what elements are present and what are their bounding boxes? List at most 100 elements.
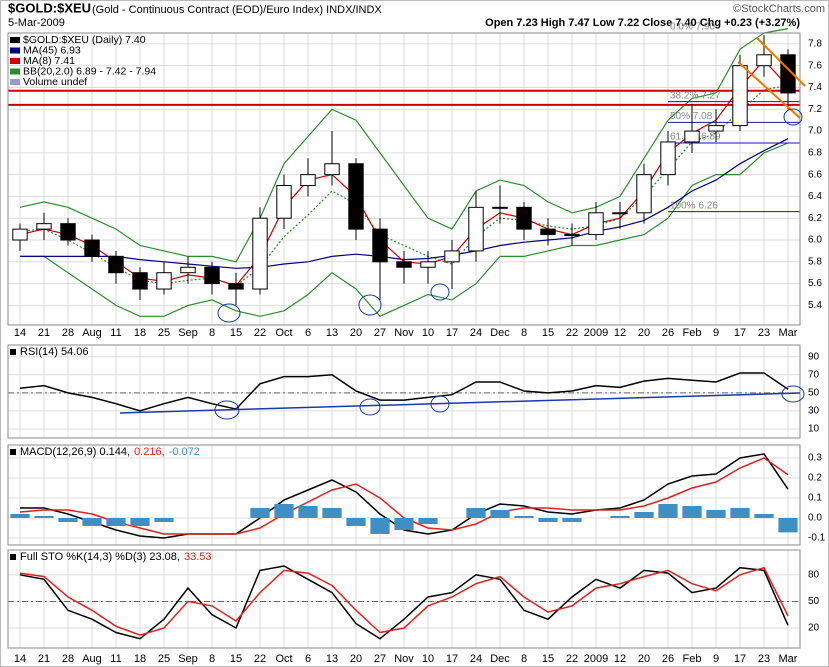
histogram-bar [34,516,54,518]
candle-body [108,255,124,274]
histogram-bar [394,518,414,530]
x-tick-label: 2009 [584,327,608,339]
histogram-bar [610,516,630,518]
candle-body [300,174,316,187]
bb-upper [19,28,789,263]
fib-label: 38.2% 7.27 [670,90,721,101]
histogram-bar [322,508,342,518]
panel-icon [10,449,16,455]
x-tick-label: 11 [110,327,121,339]
credit: ©StockCharts.com [733,3,825,15]
fib-label: 50% 7.08 [670,111,713,122]
trend-line [756,37,806,87]
y-tick-label: 30 [808,406,820,417]
circle [783,108,803,126]
histogram-bar [706,510,726,518]
y-tick-label: 7.8 [808,39,822,50]
x-tick-label: 13 [326,327,338,339]
y-tick-label: 80 [808,569,820,580]
candle-body [684,130,700,143]
candle-body [156,272,172,290]
x-tick-label: 28 [62,653,74,665]
rsi-trend-line [119,392,801,414]
x-tick-label: 24 [470,327,482,339]
y-tick-label: 0.2 [808,473,822,484]
candle-body [636,174,652,214]
x-tick-label: 17 [734,327,746,339]
histogram-bar [130,518,150,526]
panel-frame [7,549,801,649]
x-tick-label: 2009 [584,653,608,665]
x-tick-label: 20 [350,327,362,339]
circle [430,395,450,413]
legend-label: Volume undef [23,76,87,88]
candle-body [372,228,388,263]
y-tick-label: -0.1 [808,533,826,544]
x-tick-label: Mar [779,653,798,665]
x-tick-label: 25 [158,327,170,339]
candle-body [732,65,748,127]
x-tick-label: 13 [326,653,338,665]
candle-body [708,125,724,132]
x-tick-label: Nov [394,653,414,665]
x-tick-label: 8 [209,327,215,339]
x-tick-label: 14 [14,327,26,339]
y-tick-label: 70 [808,369,820,380]
x-tick-label: 17 [446,653,458,665]
x-tick-label: 17 [446,327,458,339]
histogram-bar [298,506,318,518]
candle-body [60,223,76,241]
panel-frame [7,32,801,326]
x-tick-label: Oct [275,653,292,665]
y-tick-label: 5.8 [808,256,822,267]
y-tick-label: 20 [808,623,820,634]
histogram-bar [658,504,678,518]
x-tick-label: Feb [683,327,702,339]
x-tick-label: Sep [178,327,198,339]
x-tick-label: 20 [638,327,650,339]
histogram-bar [370,518,390,534]
x-tick-label: 28 [62,327,74,339]
x-tick-label: 8 [521,653,527,665]
candle-body [468,206,484,252]
x-tick-label: 6 [305,327,311,339]
y-tick-label: 7.6 [808,60,822,71]
circle [781,385,805,403]
line [19,372,789,412]
histogram-bar [490,510,510,518]
y-tick-label: 7.4 [808,82,822,93]
panel-icon [10,554,16,560]
histogram-bar [562,518,582,522]
candle-body [12,228,28,241]
legend-swatch [10,68,20,75]
histogram-bar [466,508,486,518]
histogram-bar [754,514,774,518]
x-tick-label: Dec [490,327,510,339]
histogram-bar [106,518,126,526]
x-tick-label: 25 [158,653,170,665]
candle-body [564,234,580,237]
legend-swatch [10,58,20,64]
y-tick-label: 90 [808,351,820,362]
histogram-bar [274,504,294,518]
x-tick-label: 18 [134,653,146,665]
legend-label: Full STO %K(14,3) %D(3) 23.08, [20,551,180,563]
y-tick-label: 7.0 [808,126,822,137]
candle-body [252,217,268,290]
x-tick-label: 27 [374,653,386,665]
x-tick-label: Dec [490,653,510,665]
x-tick-label: 10 [422,653,434,665]
legend-label: MA(8) 7.41 [23,55,75,67]
candle-body [420,261,436,268]
x-tick-label: 17 [734,653,746,665]
x-tick-label: 6 [305,653,311,665]
candle-body [204,266,220,285]
x-tick-label: Nov [394,327,414,339]
candle-body [84,239,100,257]
circle [430,283,450,301]
y-tick-label: 50 [808,387,820,398]
line [19,566,789,636]
legend-label: -0.072 [169,446,200,458]
candle-body [36,223,52,230]
